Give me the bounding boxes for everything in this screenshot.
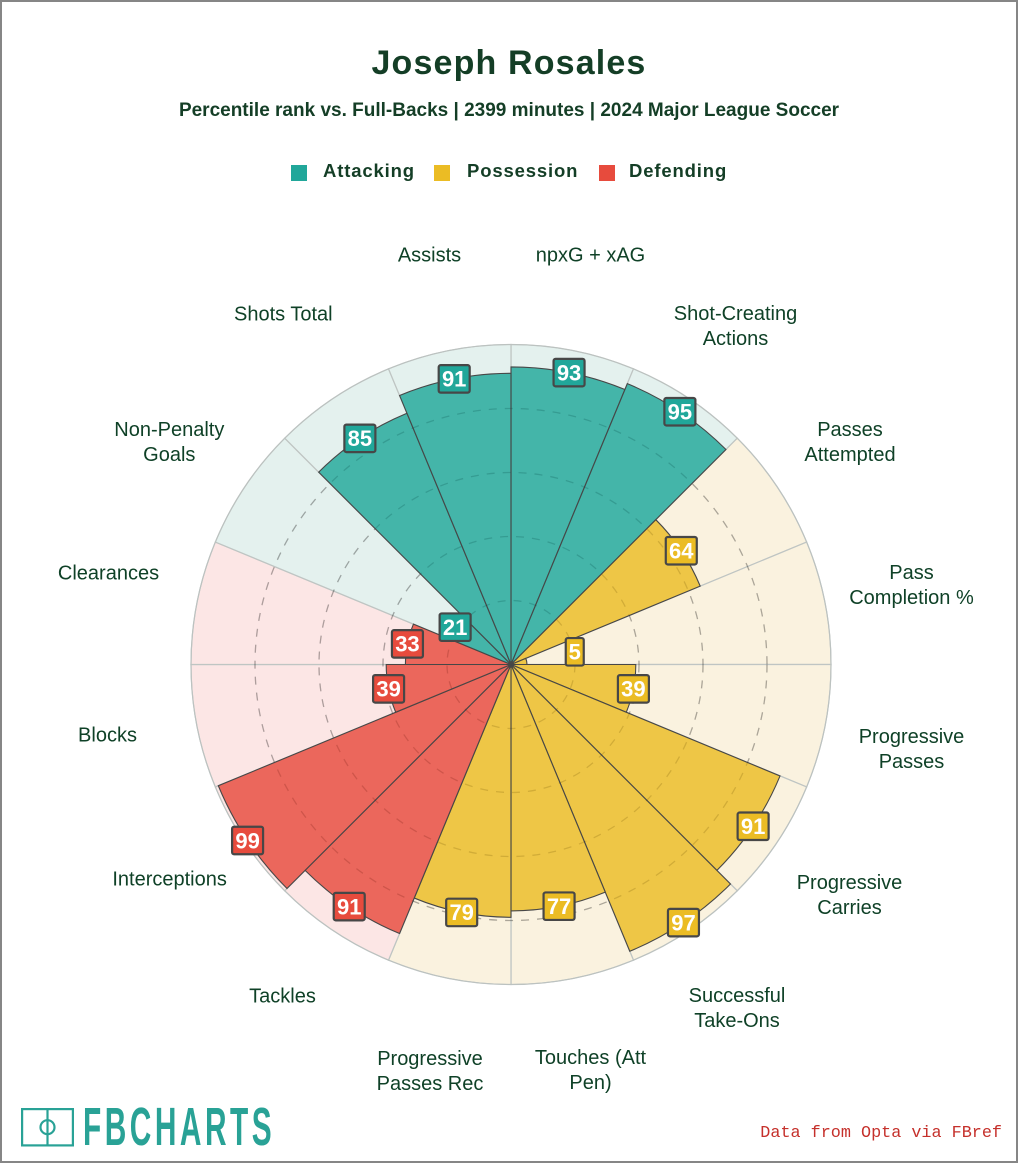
svg-text:39: 39 bbox=[376, 677, 400, 702]
svg-text:93: 93 bbox=[557, 360, 581, 385]
svg-text:85: 85 bbox=[348, 426, 372, 451]
svg-text:99: 99 bbox=[235, 828, 259, 853]
svg-text:33: 33 bbox=[395, 632, 419, 657]
svg-text:97: 97 bbox=[671, 910, 695, 935]
svg-text:21: 21 bbox=[443, 615, 467, 640]
svg-text:91: 91 bbox=[337, 894, 361, 919]
svg-text:95: 95 bbox=[668, 400, 692, 425]
svg-text:91: 91 bbox=[741, 814, 765, 839]
svg-text:39: 39 bbox=[621, 677, 645, 702]
svg-text:91: 91 bbox=[442, 367, 466, 392]
svg-text:5: 5 bbox=[569, 640, 581, 665]
svg-text:79: 79 bbox=[449, 900, 473, 925]
svg-text:77: 77 bbox=[547, 894, 571, 919]
svg-text:64: 64 bbox=[669, 539, 694, 564]
